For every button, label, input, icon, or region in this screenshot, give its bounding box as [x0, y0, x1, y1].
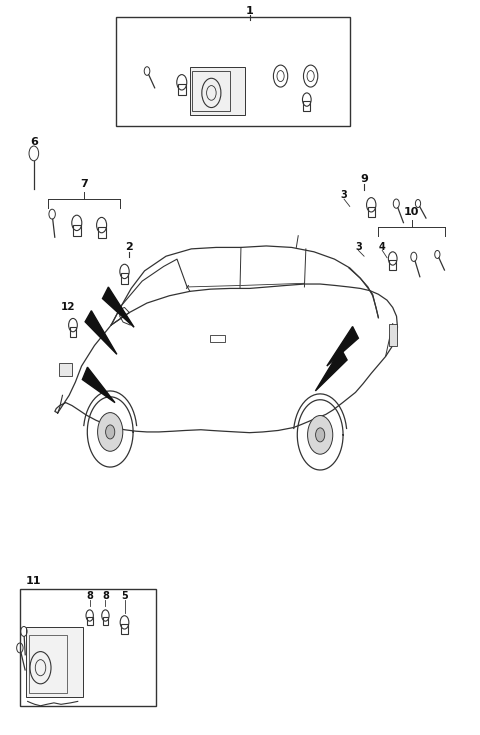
- Polygon shape: [103, 287, 134, 327]
- Text: 4: 4: [379, 242, 385, 251]
- Polygon shape: [83, 368, 115, 403]
- Text: 7: 7: [80, 179, 88, 190]
- Bar: [210, 334, 225, 342]
- Text: 2: 2: [125, 242, 133, 251]
- Text: 11: 11: [26, 576, 42, 587]
- Bar: [178, 85, 186, 96]
- Bar: [87, 617, 93, 625]
- Circle shape: [315, 428, 325, 442]
- Text: 6: 6: [30, 137, 38, 147]
- Bar: [121, 273, 128, 284]
- Bar: [190, 68, 245, 115]
- Bar: [389, 260, 396, 270]
- Bar: [59, 363, 72, 376]
- Bar: [26, 628, 84, 697]
- Bar: [21, 589, 156, 706]
- Text: 5: 5: [121, 591, 128, 601]
- Text: 8: 8: [102, 591, 109, 601]
- Text: 8: 8: [86, 591, 93, 601]
- Bar: [389, 323, 397, 345]
- Bar: [29, 636, 67, 692]
- Circle shape: [106, 425, 115, 439]
- Bar: [368, 207, 375, 217]
- Bar: [103, 617, 108, 625]
- Text: 3: 3: [341, 190, 348, 201]
- Bar: [70, 327, 76, 337]
- Circle shape: [97, 412, 123, 451]
- Bar: [192, 71, 230, 111]
- Text: 12: 12: [61, 303, 75, 312]
- Text: 10: 10: [404, 207, 420, 218]
- Polygon shape: [85, 311, 117, 354]
- Text: 3: 3: [355, 242, 362, 251]
- Circle shape: [308, 415, 333, 454]
- Polygon shape: [315, 348, 347, 391]
- Bar: [303, 101, 310, 111]
- Polygon shape: [327, 326, 359, 366]
- Bar: [73, 225, 81, 236]
- Text: 9: 9: [360, 173, 368, 184]
- Bar: [116, 18, 350, 126]
- Bar: [121, 624, 128, 634]
- Bar: [97, 227, 106, 238]
- Text: 1: 1: [246, 6, 253, 16]
